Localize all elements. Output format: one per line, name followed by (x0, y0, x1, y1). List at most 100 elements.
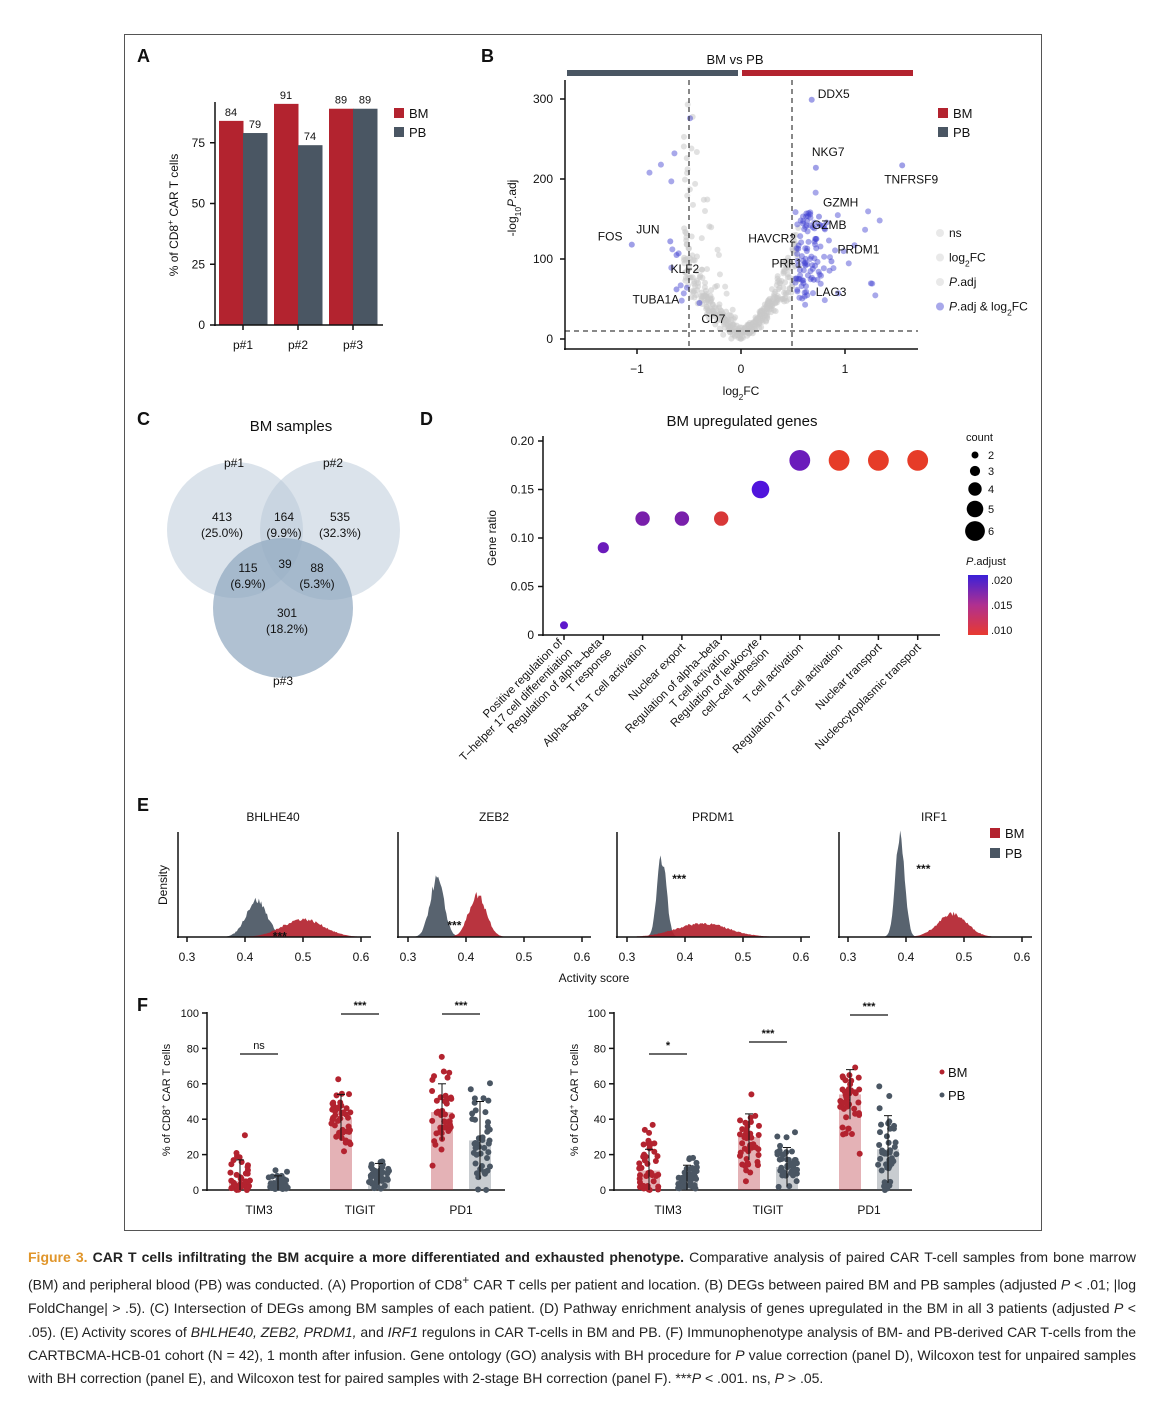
significant-point (803, 222, 810, 229)
data-point (743, 1135, 750, 1142)
venn-region-count: 413 (212, 510, 232, 524)
y-tick-label: 40 (594, 1114, 606, 1126)
data-point (752, 1112, 759, 1119)
data-point (335, 1076, 342, 1083)
legend-label: ns (949, 226, 962, 240)
panel-label-E: E (137, 795, 149, 815)
legend-label: BM (953, 106, 973, 121)
data-point (381, 1182, 388, 1189)
y-tick-label: 60 (594, 1079, 606, 1091)
points-PB-TIGIT (774, 1129, 800, 1190)
points-BM-TIGIT (328, 1076, 354, 1155)
ns-point (710, 308, 717, 315)
significant-point (835, 290, 842, 297)
data-point (236, 1154, 243, 1161)
significant-point (799, 220, 806, 227)
data-point (878, 1121, 885, 1128)
data-point (376, 1174, 383, 1181)
ns-point (693, 292, 700, 299)
points-BM-TIGIT (736, 1091, 762, 1185)
significant-point (800, 280, 807, 287)
gene-label-GZMH: GZMH (823, 196, 858, 210)
data-point (739, 1161, 746, 1168)
significant-point (851, 242, 858, 249)
data-point (485, 1097, 492, 1104)
ns-point (789, 280, 796, 287)
size-legend-dot (969, 465, 981, 477)
group-bar-BM (742, 70, 913, 76)
data-point (446, 1069, 453, 1076)
data-point (739, 1126, 746, 1133)
color-legend-label: .010 (991, 625, 1012, 637)
venn-region-percent: (25.0%) (201, 526, 243, 540)
data-point (777, 1142, 784, 1149)
venn-region-percent: (32.3%) (319, 526, 361, 540)
ns-point (791, 262, 798, 269)
legend-swatch-PB (394, 127, 404, 137)
ns-point (685, 282, 692, 289)
data-point (369, 1165, 376, 1172)
significant-point (807, 222, 814, 229)
data-point (675, 1174, 682, 1181)
significant-point (809, 290, 816, 297)
venn-region-count: 164 (274, 510, 294, 524)
data-point (846, 1101, 853, 1108)
ns-point (693, 268, 700, 275)
data-point (885, 1139, 892, 1146)
data-point (755, 1152, 762, 1159)
data-point (433, 1097, 440, 1104)
data-point (384, 1170, 391, 1177)
data-point (472, 1160, 479, 1167)
significant-point (820, 222, 827, 229)
data-point (342, 1137, 349, 1144)
data-point (690, 1184, 697, 1191)
y-axis-label: % of CD8+ CAR T cells (159, 1043, 174, 1156)
significant-point (821, 297, 828, 304)
ns-point (741, 325, 748, 332)
significant-point (809, 265, 816, 272)
data-point (793, 1166, 800, 1173)
points-PB-TIM3 (265, 1167, 291, 1193)
data-point (228, 1161, 235, 1168)
x-tick-label: TIGIT (345, 1203, 376, 1217)
ns-point (785, 289, 792, 296)
significant-point (820, 265, 827, 272)
legend-swatch-BM (990, 828, 1000, 838)
significant-point (646, 169, 653, 176)
data-point (338, 1090, 345, 1097)
legend-label: P.adj & log2FC (949, 300, 1028, 318)
data-point (473, 1151, 480, 1158)
significant-point (804, 272, 811, 279)
significant-point (794, 286, 801, 293)
significant-point (812, 189, 819, 196)
legend-label: PB (953, 125, 970, 140)
volcano-title: BM vs PB (706, 52, 763, 67)
significant-point (811, 255, 818, 262)
ns-point (712, 321, 719, 328)
significant-points (646, 115, 883, 308)
ns-point (777, 280, 784, 287)
data-point (783, 1134, 790, 1141)
data-point (651, 1140, 658, 1147)
bar-PB-p#2 (298, 145, 323, 325)
data-point (846, 1072, 853, 1079)
data-point (886, 1118, 893, 1125)
bar-PB-p#3 (353, 108, 378, 325)
ns-point (762, 317, 769, 324)
ns-point (704, 266, 711, 273)
y-tick-label: 100 (533, 252, 553, 266)
data-point (787, 1160, 794, 1167)
x-tick-label: 0.6 (353, 950, 370, 964)
color-legend-bar (968, 575, 988, 635)
data-point (748, 1134, 755, 1141)
data-point (443, 1100, 450, 1107)
x-axis-label: Activity score (559, 971, 630, 985)
data-point (484, 1154, 491, 1161)
ns-point (704, 296, 711, 303)
significant-point (800, 277, 807, 284)
significant-point (687, 115, 694, 122)
significant-point (804, 218, 811, 225)
data-point (446, 1122, 453, 1129)
data-point (343, 1105, 350, 1112)
pathway-dot (789, 450, 811, 471)
